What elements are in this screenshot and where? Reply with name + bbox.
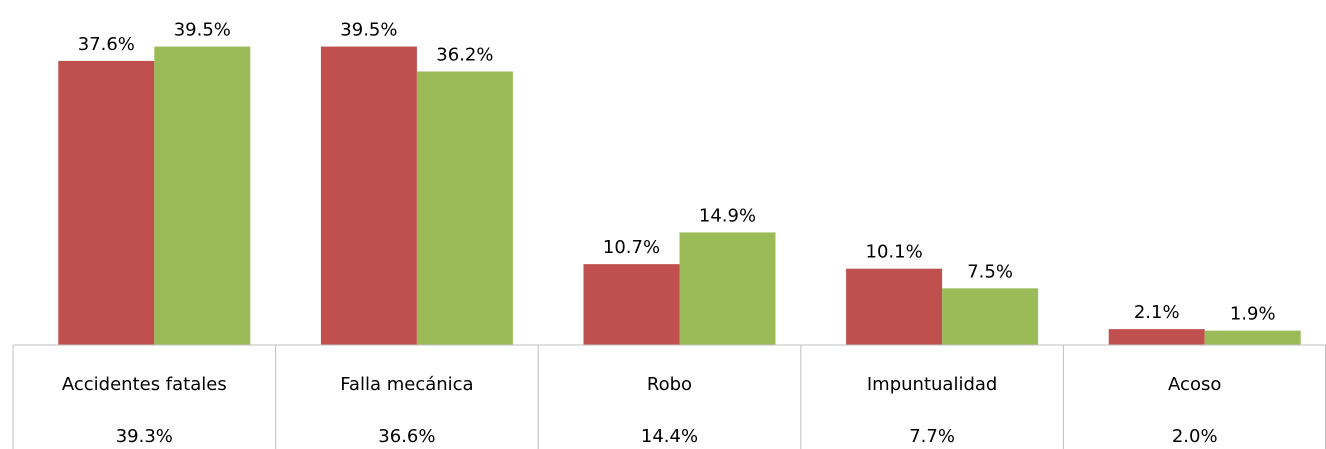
data-label: 10.1%	[866, 242, 923, 263]
data-label: 7.5%	[967, 261, 1013, 282]
bar	[942, 288, 1039, 345]
bar	[154, 46, 251, 346]
category-label: Robo	[647, 374, 692, 395]
category-label: Impuntualidad	[867, 374, 997, 395]
data-label: 1.9%	[1230, 304, 1276, 325]
bar	[416, 71, 513, 345]
data-label: 39.5%	[174, 20, 231, 41]
bar	[846, 268, 943, 345]
table-value: 2.0%	[1172, 426, 1218, 447]
data-label: 14.9%	[699, 205, 756, 226]
table-value: 36.6%	[378, 426, 435, 447]
bar	[58, 60, 155, 346]
data-label: 2.1%	[1134, 302, 1180, 323]
category-label: Falla mecánica	[340, 374, 473, 395]
data-label: 37.6%	[78, 34, 135, 55]
bar	[1108, 329, 1205, 345]
bar	[679, 232, 776, 345]
table-value: 14.4%	[641, 426, 698, 447]
table-value: 7.7%	[909, 426, 955, 447]
bar	[1204, 330, 1301, 345]
data-label: 10.7%	[603, 237, 660, 258]
table-value: 39.3%	[116, 426, 173, 447]
data-label: 39.5%	[340, 20, 397, 41]
bar	[320, 46, 417, 346]
category-label: Accidentes fatales	[62, 374, 227, 395]
category-label: Acoso	[1168, 374, 1221, 395]
data-label: 36.2%	[436, 44, 493, 65]
bar	[583, 264, 680, 345]
